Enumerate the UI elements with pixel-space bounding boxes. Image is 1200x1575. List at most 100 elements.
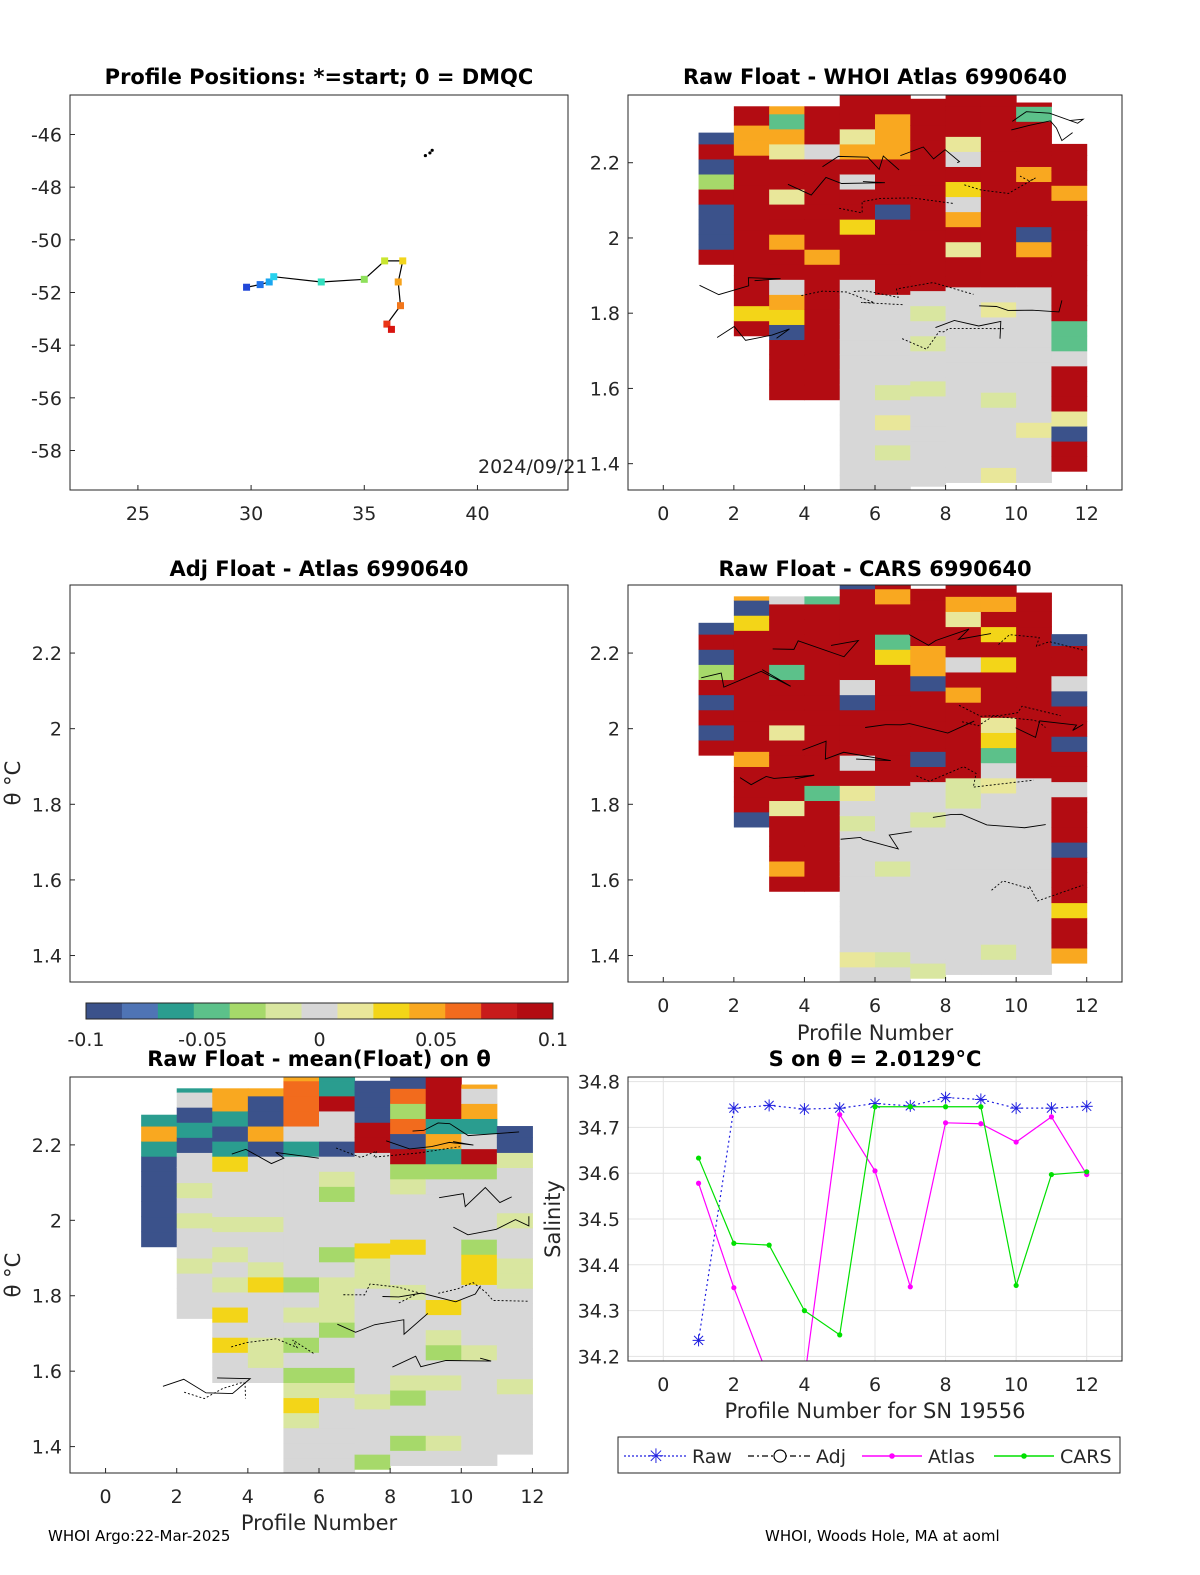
heatmap-cell <box>425 1390 462 1406</box>
heatmap-cell <box>1016 596 1052 612</box>
heatmap-cell <box>804 596 841 605</box>
heatmap-cell <box>910 110 947 126</box>
heatmap-cell <box>425 1193 462 1210</box>
heatmap-cell <box>910 736 947 752</box>
heatmap-cell <box>875 113 911 130</box>
colorbar-tick-label: 0 <box>313 1029 325 1051</box>
heatmap-cell <box>910 260 947 277</box>
contour-line <box>739 774 815 786</box>
heatmap-cell <box>980 777 1017 794</box>
contour-line <box>231 1338 314 1354</box>
heatmap-cell <box>354 1393 391 1410</box>
heatmap-cell <box>390 1178 427 1195</box>
heatmap-cell <box>247 1156 284 1172</box>
heatmap-cell <box>839 921 876 938</box>
heatmap-cell <box>1016 347 1052 363</box>
positions-xtick-label: 40 <box>465 503 489 525</box>
heatmap-cell <box>1016 823 1052 839</box>
heatmap-cell <box>980 838 1017 854</box>
heatmap-cell <box>910 872 947 888</box>
heatmap-cell <box>875 429 911 446</box>
heatmap-cell <box>910 766 947 783</box>
contour-line <box>932 813 1046 829</box>
contour-line <box>801 290 904 306</box>
heatmap-cell <box>769 384 805 401</box>
heatmap-cell <box>733 140 770 156</box>
heatmap-cell <box>461 1450 498 1466</box>
heatmap-cell <box>945 271 982 288</box>
contour-dot <box>428 151 432 155</box>
heatmap-cell <box>875 234 911 250</box>
contour-line <box>453 1216 530 1236</box>
ytick-label: 2.2 <box>32 1135 62 1157</box>
heatmap-cell <box>698 709 735 726</box>
heatmap-cell <box>1016 929 1052 945</box>
heatmap-cell <box>875 444 911 461</box>
heatmap-cell <box>1051 842 1088 858</box>
raw-cars-panel: Raw Float - CARS 6990640 1.4 1.6 1.8 2 2.2 0 2… <box>590 557 1123 1045</box>
heatmap-cell <box>945 286 982 303</box>
heatmap-cell <box>980 792 1017 809</box>
heatmap-cell <box>945 792 982 809</box>
contour-line <box>392 1355 492 1368</box>
heatmap-cell <box>247 1291 284 1308</box>
colorbar-tick-label: -0.05 <box>178 1029 227 1051</box>
heatmap-cell <box>1016 592 1052 597</box>
heatmap-cell <box>425 1420 462 1436</box>
heatmap-cell <box>945 641 982 658</box>
heatmap-cell <box>980 585 1017 597</box>
series-point-atlas <box>837 1111 843 1118</box>
profile-position-marker <box>270 273 278 281</box>
heatmap-cell <box>1016 437 1052 453</box>
heatmap-cell <box>496 1318 533 1334</box>
heatmap-cell <box>1051 230 1088 246</box>
heatmap-cell <box>875 158 911 175</box>
heatmap-cell <box>875 459 911 476</box>
heatmap-cell <box>1051 796 1088 813</box>
heatmap-cell <box>698 634 735 650</box>
heatmap-cell <box>980 271 1017 288</box>
raw-mean-title: Raw Float - mean(Float) on θ <box>147 1047 491 1071</box>
heatmap-cell <box>390 1088 427 1104</box>
heatmap-cell <box>945 717 982 733</box>
series-point-cars <box>766 1242 772 1248</box>
heatmap-cell <box>875 724 911 741</box>
xtick-label: 8 <box>940 503 952 525</box>
series-point-atlas <box>1013 1139 1019 1145</box>
colorbar-swatch <box>157 1003 195 1019</box>
heatmap-cell <box>945 407 982 423</box>
positions-ytick-label: -58 <box>31 441 62 463</box>
heatmap-cell <box>839 369 876 386</box>
heatmap-cell <box>461 1405 498 1421</box>
star-stroke <box>1011 1103 1021 1114</box>
heatmap-cell <box>839 113 876 130</box>
heatmap-cell <box>1016 959 1052 975</box>
contour-line <box>909 628 992 646</box>
heatmap-cell <box>1051 320 1088 337</box>
heatmap-cell <box>875 264 911 280</box>
heatmap-cell <box>839 474 876 491</box>
heatmap-cell <box>176 1227 213 1244</box>
heatmap-cell <box>839 951 876 968</box>
heatmap-cell <box>319 1126 356 1142</box>
heatmap-cell <box>319 1442 356 1459</box>
heatmap-cell <box>945 256 982 273</box>
heatmap-cell <box>733 736 770 752</box>
heatmap-cell <box>910 441 947 457</box>
heatmap-cell <box>1051 350 1088 367</box>
contour-line <box>439 1186 512 1208</box>
raw-cars-title: Raw Float - CARS 6990640 <box>718 557 1031 581</box>
heatmap-cell <box>354 1242 391 1259</box>
heatmap-cell <box>733 260 770 277</box>
raw-atlas-title: Raw Float - WHOI Atlas 6990640 <box>683 65 1067 89</box>
heatmap-cell <box>769 815 805 832</box>
star-stroke <box>729 1103 739 1114</box>
heatmap-cell <box>980 656 1017 673</box>
heatmap-cell <box>212 1337 249 1353</box>
heatmap-cell <box>980 853 1017 870</box>
star-stroke <box>940 1092 951 1103</box>
heatmap-cell <box>875 619 911 635</box>
heatmap-cell <box>839 755 876 771</box>
heatmap-cell <box>461 1314 498 1331</box>
heatmap-cell <box>283 1246 320 1263</box>
